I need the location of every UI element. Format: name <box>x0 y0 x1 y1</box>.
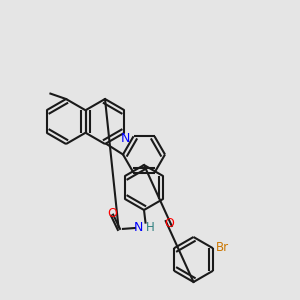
Text: N: N <box>134 221 144 234</box>
Text: O: O <box>108 207 117 220</box>
Text: H: H <box>146 221 154 234</box>
Text: N: N <box>121 132 130 145</box>
Text: Br: Br <box>215 241 229 254</box>
Text: O: O <box>164 217 174 230</box>
